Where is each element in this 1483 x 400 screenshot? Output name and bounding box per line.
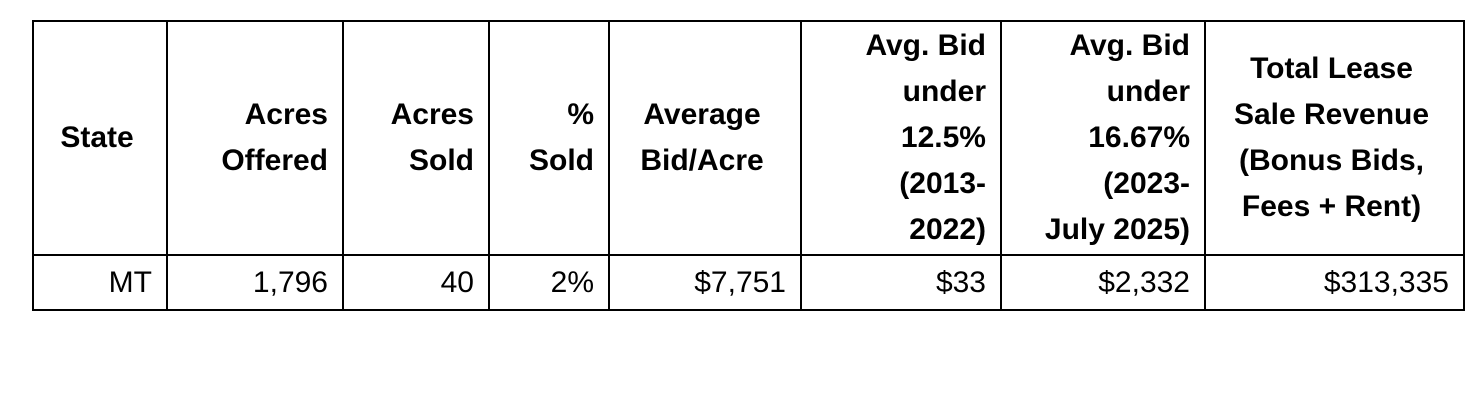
- data-cell: 1,796: [166, 254, 344, 311]
- header-cell: % Sold: [488, 20, 610, 256]
- header-text: Sold: [529, 144, 594, 177]
- header-cell: State: [32, 20, 168, 256]
- header-text: Sold: [409, 144, 474, 177]
- header-text: Fees + Rent): [1241, 190, 1422, 223]
- header-text: (2013-: [899, 167, 986, 200]
- data-cell: $7,751: [608, 254, 802, 311]
- data-cell: $2,332: [1000, 254, 1206, 311]
- header-text: 12.5%: [900, 121, 986, 154]
- table-body: MT 1,796 40 2% $7,751 $33 $2,332 $313,335: [32, 254, 1465, 311]
- header-text: Total Lease: [1250, 52, 1413, 85]
- header-cell: Avg. Bid under 16.67% (2023- July 2025): [1000, 20, 1206, 256]
- header-text: Offered: [221, 144, 328, 177]
- header-text: July 2025): [1044, 213, 1190, 246]
- header-text: State: [60, 121, 134, 154]
- header-cell: Avg. Bid under 12.5% (2013- 2022): [800, 20, 1002, 256]
- header-text: Sale Revenue: [1233, 98, 1430, 131]
- header-text: (Bonus Bids,: [1239, 144, 1424, 177]
- header-text: under: [1106, 75, 1190, 108]
- header-cell: Average Bid/Acre: [608, 20, 802, 256]
- header-cell: Acres Offered: [166, 20, 344, 256]
- header-row: State Acres Offered Acres Sold% Sold Average Bi…: [32, 20, 1465, 256]
- header-text: %: [567, 98, 594, 131]
- header-text: Bid/Acre: [640, 144, 764, 177]
- data-cell: $33: [800, 254, 1002, 311]
- header-text: 2022): [909, 213, 986, 246]
- data-cell: MT: [32, 254, 168, 311]
- header-text: Avg. Bid: [1069, 29, 1190, 62]
- header-text: Avg. Bid: [865, 29, 986, 62]
- data-cell: 2%: [488, 254, 610, 311]
- header-text: Average: [643, 98, 761, 131]
- header-cell: Total Lease Sale Revenue (Bonus Bids, Fees …: [1204, 20, 1465, 256]
- data-row: MT 1,796 40 2% $7,751 $33 $2,332 $313,335: [32, 254, 1465, 311]
- header-text: under: [902, 75, 986, 108]
- data-cell: 40: [342, 254, 490, 311]
- table-container: State Acres Offered Acres Sold% Sold Average Bi…: [32, 20, 1465, 311]
- header-text: (2023-: [1103, 167, 1190, 200]
- header-text: Acres: [390, 98, 474, 131]
- header-cell: Acres Sold: [342, 20, 490, 256]
- header-text: Acres: [244, 98, 328, 131]
- data-cell: $313,335: [1204, 254, 1465, 311]
- header-text: 16.67%: [1088, 121, 1190, 154]
- lease-table: State Acres Offered Acres Sold% Sold Average Bi…: [32, 20, 1465, 311]
